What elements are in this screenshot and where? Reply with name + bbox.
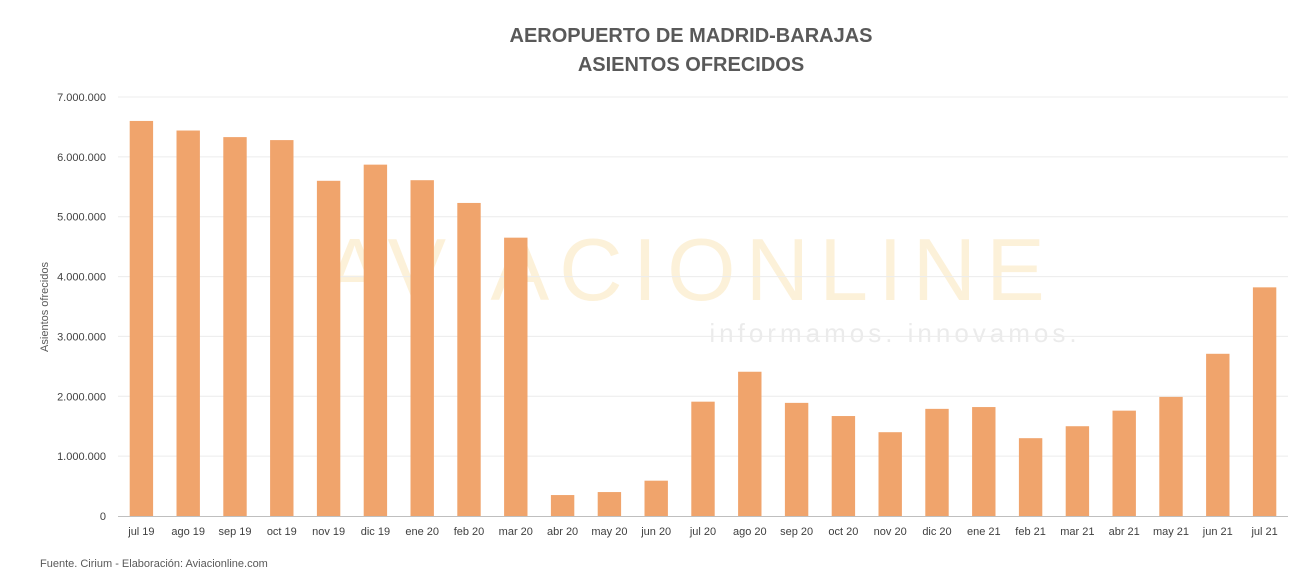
x-tick-label: may 20 [591, 526, 627, 538]
x-tick-label: sep 19 [218, 526, 251, 538]
bar [1252, 287, 1277, 516]
x-tick-label: dic 19 [361, 526, 390, 538]
bar [878, 432, 902, 516]
x-tick-label: abr 21 [1109, 526, 1140, 538]
y-tick-label: 1.000.000 [57, 451, 106, 463]
chart-title-line-2: ASIENTOS OFRECIDOS [578, 54, 804, 76]
bar [1018, 438, 1043, 516]
x-axis-ticks: jul 19 ago 19 sep 19 oct 19 nov 19 dic 19 ene … [127, 526, 1277, 538]
x-tick-label: jul 19 [127, 526, 154, 538]
bar [784, 402, 809, 516]
bar [597, 492, 622, 516]
y-tick-label: 5.000.000 [57, 212, 106, 224]
x-tick-label: oct 19 [267, 526, 297, 538]
y-tick-label: 6.000.000 [57, 152, 106, 164]
y-axis-ticks: 0 1.000.000 2.000.000 3.000.000 4.000.000 5.0… [57, 92, 106, 523]
bar [550, 495, 575, 516]
watermark-tagline: informamos. innovamos. [709, 318, 1080, 348]
x-tick-label: jul 20 [689, 526, 716, 538]
x-tick-label: may 21 [1153, 526, 1189, 538]
x-tick-label: ago 19 [171, 526, 205, 538]
x-tick-label: sep 20 [780, 526, 813, 538]
bar [410, 180, 434, 517]
bar [504, 237, 528, 516]
y-axis-label: Asientos ofrecidos [39, 262, 51, 352]
x-tick-label: mar 20 [499, 526, 533, 538]
bar [363, 164, 388, 517]
bar [129, 120, 154, 516]
x-tick-label: jun 20 [640, 526, 671, 538]
bar [1206, 353, 1230, 516]
x-tick-label: feb 21 [1015, 526, 1046, 538]
bar [457, 202, 481, 516]
bar [691, 401, 715, 516]
bar [738, 371, 762, 516]
x-tick-label: abr 20 [547, 526, 578, 538]
x-tick-label: mar 21 [1060, 526, 1094, 538]
y-tick-label: 4.000.000 [57, 272, 106, 284]
y-tick-label: 2.000.000 [57, 391, 106, 403]
gridlines [118, 96, 1288, 457]
x-tick-label: nov 19 [312, 526, 345, 538]
x-tick-label: feb 20 [454, 526, 485, 538]
x-tick-label: nov 20 [874, 526, 907, 538]
bar [972, 407, 996, 516]
bar [1112, 410, 1136, 516]
x-tick-label: ene 20 [405, 526, 439, 538]
bar [831, 416, 856, 516]
chart-title-line-1: AEROPUERTO DE MADRID-BARAJAS [510, 25, 873, 47]
bar [1065, 426, 1090, 516]
bars [129, 120, 1277, 517]
bar [925, 408, 949, 516]
x-tick-label: jul 21 [1250, 526, 1277, 538]
bar [316, 180, 341, 517]
y-tick-label: 3.000.000 [57, 331, 106, 343]
watermark-brand: AVIACIONLINE [325, 220, 1055, 319]
bar [176, 130, 200, 516]
x-tick-label: dic 20 [922, 526, 951, 538]
x-tick-label: ago 20 [733, 526, 767, 538]
bar [644, 480, 668, 516]
bar [1159, 396, 1183, 516]
source-note: Fuente. Cirium - Elaboración: Aviacionli… [40, 558, 268, 570]
watermark: AVIACIONLINE informamos. innovamos. [325, 220, 1080, 348]
x-tick-label: oct 20 [828, 526, 858, 538]
bar [223, 137, 247, 516]
y-tick-label: 7.000.000 [57, 92, 106, 104]
y-tick-label: 0 [100, 511, 106, 523]
x-tick-label: jun 21 [1202, 526, 1233, 538]
bar [270, 140, 294, 516]
x-tick-label: ene 21 [967, 526, 1001, 538]
